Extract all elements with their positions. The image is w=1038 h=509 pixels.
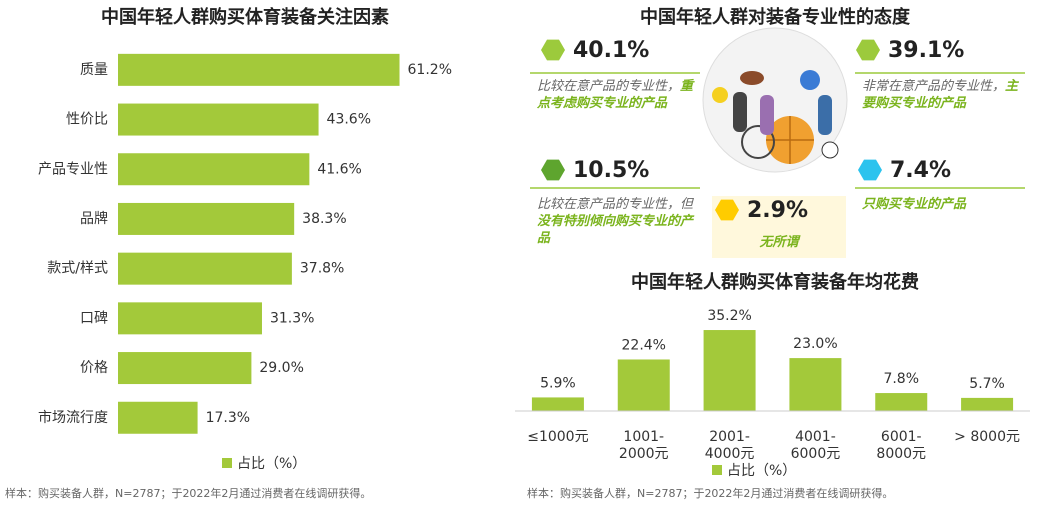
percent-value: 7.4%	[890, 158, 951, 183]
percent-value: 10.5%	[573, 158, 649, 183]
percent-value: 39.1%	[888, 38, 964, 63]
data-label: 37.8%	[300, 261, 344, 277]
data-label: 61.2%	[408, 62, 452, 78]
description: 无所谓	[712, 234, 846, 251]
chart-title: 中国年轻人群购买体育装备年均花费	[631, 271, 919, 293]
bar	[118, 153, 310, 186]
bar	[703, 330, 756, 411]
legend-label: 占比（%）	[237, 456, 306, 472]
bar	[118, 252, 292, 285]
y-tick-label: 款式/样式	[47, 261, 108, 277]
data-label: 43.6%	[327, 112, 371, 128]
bar	[617, 359, 670, 411]
highlight-text: 主要购买专业的产品	[862, 79, 1019, 111]
x-tick-label: > 8000元	[954, 429, 1020, 445]
y-tick-label: 品牌	[80, 210, 108, 227]
data-label: 22.4%	[622, 337, 666, 353]
bar	[118, 202, 295, 235]
highlight-text: 没有特别倾向购买专业的产品	[537, 214, 694, 246]
legend-swatch	[222, 458, 232, 468]
hexagon-icon	[541, 159, 565, 181]
data-label: 7.8%	[883, 371, 919, 387]
bar	[118, 401, 198, 434]
data-label: 17.3%	[206, 410, 250, 426]
percent-value: 2.9%	[747, 198, 808, 223]
panel-title: 中国年轻人群对装备专业性的态度	[640, 6, 911, 28]
text: 比较在意产品的专业性，但	[537, 197, 694, 212]
x-tick-label: ≤1000元	[527, 429, 588, 445]
y-tick-label: 口碑	[80, 310, 108, 326]
y-tick-label: 性价比	[66, 112, 108, 128]
description: 非常在意产品的专业性，主要购买专业的产品	[862, 78, 1027, 112]
bar	[961, 397, 1014, 411]
percent-value: 40.1%	[573, 38, 649, 63]
data-label: 38.3%	[302, 211, 346, 227]
x-tick-label: 6001-8000元	[876, 429, 926, 462]
note: 样本：购买装备人群，N=2787；于2022年2月通过消费者在线调研获得。	[5, 486, 371, 500]
highlight-text: 无所谓	[759, 235, 799, 250]
y-tick-label: 质量	[80, 62, 108, 78]
bar	[875, 393, 928, 411]
description: 比较在意产品的专业性，重点考虑购买专业的产品	[537, 78, 697, 112]
legend-swatch	[712, 465, 722, 475]
hexagon-icon	[541, 39, 565, 61]
data-label: 23.0%	[793, 336, 837, 352]
x-tick-label: 1001-2000元	[619, 429, 669, 462]
x-tick-label: 4001-6000元	[791, 429, 841, 462]
hexagon-icon	[715, 199, 739, 221]
bar	[118, 53, 400, 86]
bar	[789, 358, 842, 411]
highlight-text: 重点考虑购买专业的产品	[537, 79, 694, 111]
bar	[118, 352, 252, 385]
bar	[118, 103, 319, 136]
highlight-text: 只购买专业的产品	[862, 197, 967, 212]
data-label: 5.9%	[540, 375, 576, 391]
data-label: 29.0%	[259, 360, 303, 376]
hexagon-icon	[856, 39, 880, 61]
x-tick-label: 2001-4000元	[705, 429, 755, 462]
y-tick-label: 产品专业性	[38, 161, 108, 177]
bar	[531, 397, 584, 411]
legend-label: 占比（%）	[727, 463, 796, 479]
description: 只购买专业的产品	[862, 196, 1022, 213]
illustration	[702, 27, 848, 173]
text: 比较在意产品的专业性，	[537, 79, 681, 94]
y-tick-label: 市场流行度	[38, 409, 108, 426]
hexagon-icon	[858, 159, 882, 181]
data-label: 31.3%	[270, 310, 314, 326]
data-label: 5.7%	[969, 376, 1005, 392]
note: 样本：购买装备人群，N=2787；于2022年2月通过消费者在线调研获得。	[527, 486, 893, 500]
data-label: 35.2%	[707, 308, 751, 324]
y-tick-label: 价格	[80, 360, 108, 376]
description: 比较在意产品的专业性，但没有特别倾向购买专业的产品	[537, 196, 702, 247]
text: 非常在意产品的专业性，	[862, 79, 1006, 94]
data-label: 41.6%	[317, 161, 361, 177]
chart-title: 中国年轻人群购买体育装备关注因素	[101, 6, 389, 28]
bar	[118, 302, 262, 335]
